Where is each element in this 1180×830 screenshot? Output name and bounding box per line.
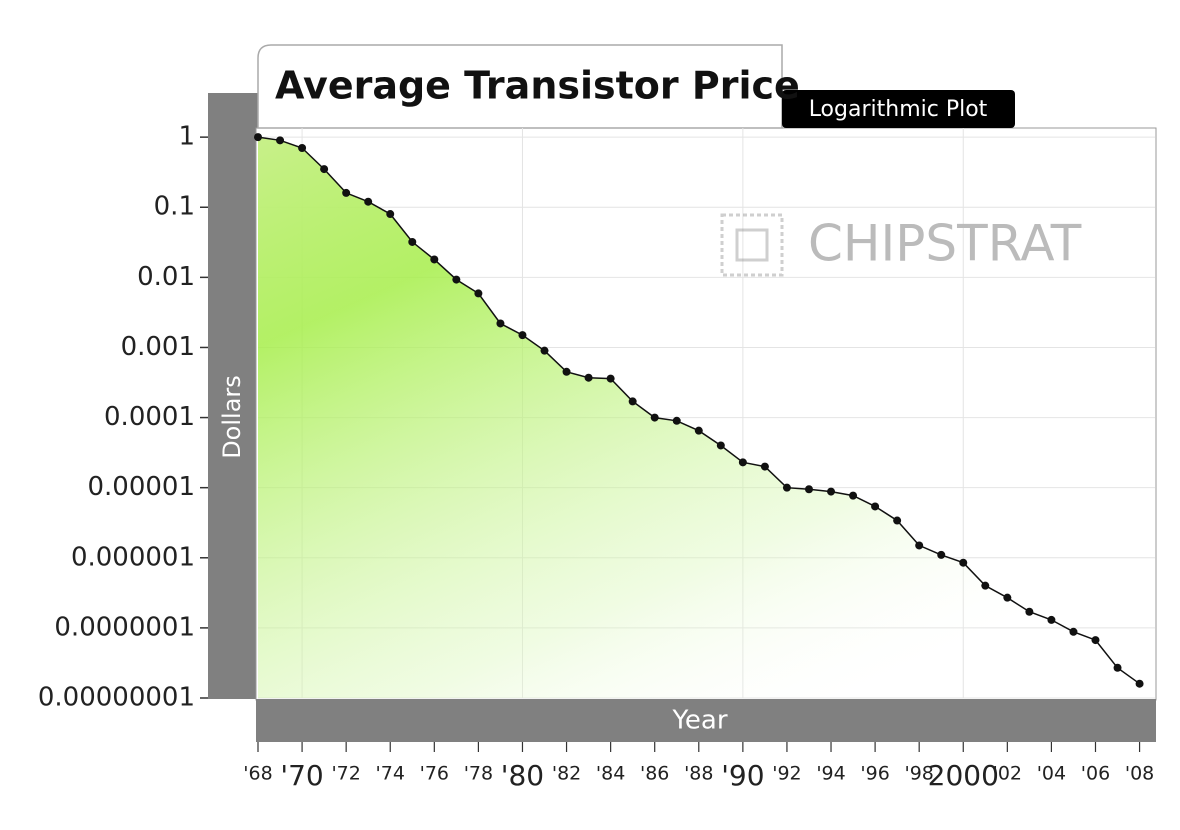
point <box>782 483 791 492</box>
x-tick-label: '74 <box>376 763 405 785</box>
title-tab <box>257 44 783 129</box>
point <box>915 541 924 550</box>
x-tick-label: '68 <box>243 763 272 785</box>
x-tick-label: '96 <box>860 763 889 785</box>
x-tick-label: '06 <box>1081 763 1110 785</box>
y-tick-label: 0.0001 <box>104 402 195 432</box>
point <box>386 210 395 219</box>
point <box>276 136 285 145</box>
y-axis-band <box>208 93 258 699</box>
point <box>937 550 946 559</box>
point <box>298 143 307 152</box>
point <box>760 462 769 471</box>
point <box>364 197 373 206</box>
point <box>408 237 417 246</box>
point <box>694 426 703 435</box>
y-tick-label: 0.00001 <box>87 472 195 502</box>
point <box>1091 636 1100 645</box>
chart-subtitle: Logarithmic Plot <box>809 97 988 122</box>
x-tick-label: '04 <box>1037 763 1066 785</box>
x-tick-label: '92 <box>772 763 801 785</box>
point <box>827 487 836 496</box>
x-tick-label: '84 <box>596 763 625 785</box>
marks <box>254 133 1144 699</box>
point <box>1069 627 1078 636</box>
chart-title: Average Transistor Price <box>275 64 800 108</box>
y-tick-label: 0.00000001 <box>38 683 195 713</box>
point <box>1135 679 1144 688</box>
point <box>496 319 505 328</box>
point <box>893 516 902 525</box>
x-tick-label: '86 <box>640 763 669 785</box>
point <box>849 491 858 500</box>
y-tick-label: 0.000001 <box>71 542 195 572</box>
x-axis-band <box>256 699 1156 742</box>
subtitle-tab <box>782 90 1015 128</box>
x-tick-label: '76 <box>420 763 449 785</box>
x-tick-label: '08 <box>1125 763 1154 785</box>
point <box>871 502 880 511</box>
point <box>1003 593 1012 602</box>
point <box>320 165 329 174</box>
point <box>650 413 659 422</box>
point <box>959 558 968 567</box>
point <box>452 275 461 284</box>
point <box>254 133 262 142</box>
point <box>562 367 571 376</box>
point <box>628 397 637 406</box>
point <box>1047 615 1056 624</box>
y-tick-label: 0.0000001 <box>54 612 195 642</box>
x-tick-label: '80 <box>501 759 544 792</box>
point <box>738 458 747 467</box>
point <box>540 346 549 355</box>
logo <box>720 213 784 277</box>
x-tick-label: '72 <box>331 763 360 785</box>
point <box>804 485 813 494</box>
y-tick-label: 0.001 <box>121 332 195 362</box>
y-tick-label: 1 <box>178 122 195 152</box>
x-tick-label: 2000 <box>928 759 999 792</box>
watermark: CHIPSTRAT <box>808 215 1082 273</box>
point <box>1113 663 1122 672</box>
point <box>584 373 593 382</box>
x-tick-label: '88 <box>684 763 713 785</box>
y-tick-label: 0.01 <box>137 262 195 292</box>
point <box>342 188 351 197</box>
x-tick-label: '70 <box>280 759 323 792</box>
x-tick-label: '82 <box>552 763 581 785</box>
x-tick-label: '98 <box>904 763 933 785</box>
point <box>518 331 527 340</box>
point <box>672 416 681 425</box>
x-tick-label: '78 <box>464 763 493 785</box>
point <box>430 255 439 264</box>
y-tick-label: 0.1 <box>154 192 195 222</box>
x-tick-label: '02 <box>993 763 1022 785</box>
y-axis-label: Dollars <box>218 375 246 459</box>
point <box>606 374 615 383</box>
x-tick-label: '94 <box>816 763 845 785</box>
x-tick-label: '90 <box>721 759 764 792</box>
point <box>1025 607 1034 616</box>
area <box>258 137 1140 699</box>
point <box>716 441 725 450</box>
point <box>981 581 990 590</box>
x-axis-label: Year <box>671 706 727 736</box>
point <box>474 289 483 298</box>
